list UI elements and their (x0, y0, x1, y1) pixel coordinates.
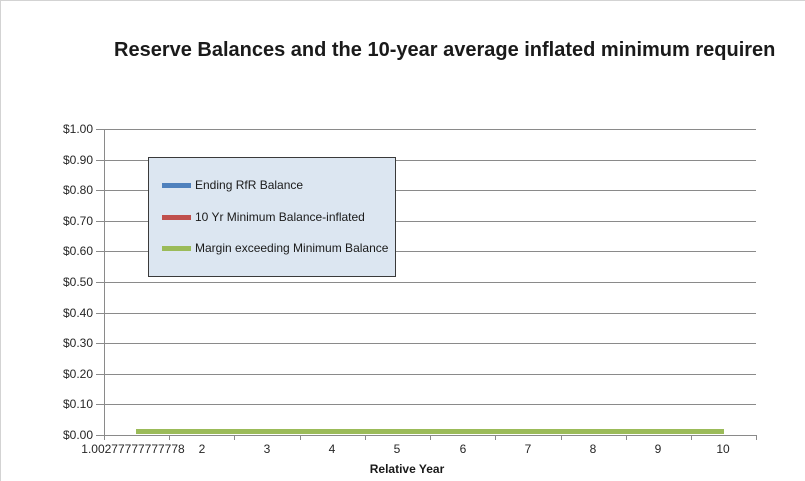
x-tick (691, 435, 692, 440)
series-line-margin-exceeding-minimum[interactable] (136, 429, 724, 434)
gridline (104, 374, 756, 375)
x-axis-label: 6 (459, 442, 467, 456)
gridline (104, 129, 756, 130)
y-axis-label: $0.40 (62, 306, 93, 320)
series-swatch-ending-rfr (162, 182, 191, 188)
y-axis-line (104, 129, 105, 440)
y-axis-label: $1.00 (62, 122, 93, 136)
legend-label: Margin exceeding Minimum Balance (195, 241, 389, 255)
y-axis-label: $0.60 (62, 244, 93, 258)
y-tick (96, 160, 104, 161)
y-axis-label: $0.10 (62, 397, 93, 411)
y-axis-label: $0.90 (62, 153, 93, 167)
gridline (104, 343, 756, 344)
x-tick (430, 435, 431, 440)
y-tick (96, 374, 104, 375)
x-tick (234, 435, 235, 440)
y-tick (96, 251, 104, 252)
gridline (104, 190, 756, 191)
series-swatch-10yr-minimum (162, 214, 191, 220)
x-axis-label: 1.00277777777778 (81, 442, 185, 456)
x-tick (169, 435, 170, 440)
x-tick (626, 435, 627, 440)
x-axis-label: 9 (654, 442, 662, 456)
gridline (104, 221, 756, 222)
series-swatch-margin-exceeding (162, 245, 191, 251)
legend-entry: Ending RfR Balance (162, 177, 303, 193)
y-axis-label: $0.00 (62, 428, 93, 442)
y-tick (96, 404, 104, 405)
y-tick (96, 313, 104, 314)
x-axis-label: 3 (263, 442, 271, 456)
y-tick (96, 343, 104, 344)
y-axis-label: $0.50 (62, 275, 93, 289)
y-tick (96, 221, 104, 222)
x-axis-label: 4 (328, 442, 336, 456)
y-axis-label: $0.70 (62, 214, 93, 228)
y-tick (96, 282, 104, 283)
x-axis-label: 7 (524, 442, 532, 456)
x-axis-label: 8 (589, 442, 597, 456)
gridline (104, 313, 756, 314)
x-tick (756, 435, 757, 440)
y-axis-label: $0.80 (62, 183, 93, 197)
y-axis-label: $0.20 (62, 367, 93, 381)
legend-label: 10 Yr Minimum Balance-inflated (195, 210, 365, 224)
gridline (104, 160, 756, 161)
x-tick (561, 435, 562, 440)
y-tick (96, 190, 104, 191)
x-tick (300, 435, 301, 440)
legend-entry: Margin exceeding Minimum Balance (162, 240, 388, 256)
chart-title: Reserve Balances and the 10-year average… (114, 39, 776, 61)
y-tick (96, 129, 104, 130)
x-axis-title: Relative Year (369, 462, 445, 476)
gridline (104, 251, 756, 252)
legend[interactable]: Ending RfR Balance 10 Yr Minimum Balance… (148, 157, 396, 277)
x-axis-label: 10 (716, 442, 730, 456)
x-tick (365, 435, 366, 440)
y-axis-label: $0.30 (62, 336, 93, 350)
y-tick (96, 435, 104, 436)
legend-entry: 10 Yr Minimum Balance-inflated (162, 209, 365, 225)
legend-label: Ending RfR Balance (195, 178, 304, 192)
x-axis-label: 5 (393, 442, 401, 456)
gridline (104, 404, 756, 405)
x-axis-label: 2 (198, 442, 206, 456)
x-tick (495, 435, 496, 440)
gridline (104, 282, 756, 283)
